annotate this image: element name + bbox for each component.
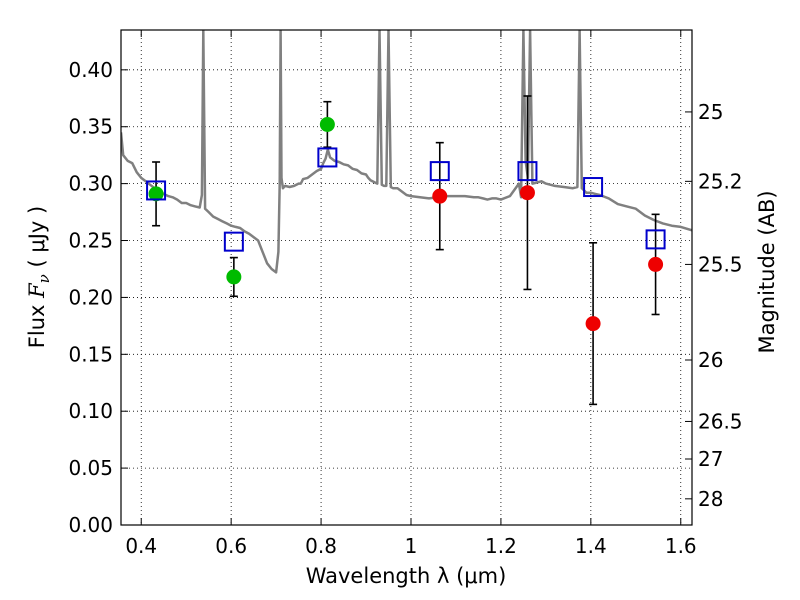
- right-axis-title: Magnitude (AB): [755, 190, 779, 353]
- right-tick-label: 27: [698, 447, 723, 471]
- nir-data-point: [648, 256, 664, 272]
- nir-data-point: [432, 188, 448, 204]
- model-flux-square: [583, 177, 604, 198]
- data-points: [146, 116, 666, 332]
- grid-lines: [121, 30, 692, 525]
- axis-tick-labels: 0.4 0.6 0.8 1 1.2 1.4 1.6 0.00 0.05 0.10 0.15 0.20 0…: [68, 58, 742, 558]
- y-tick-label: 0.25: [68, 229, 113, 253]
- y-axis-title-suffix: ( μJy ): [25, 206, 49, 274]
- y-axis-title-symbol: F: [25, 282, 49, 299]
- right-tick-label: 28: [698, 487, 723, 511]
- nir-data-point: [585, 316, 601, 332]
- right-tick-label: 26.5: [698, 409, 743, 433]
- y-axis-title-subscript: ν: [35, 274, 53, 283]
- y-tick-label: 0.05: [68, 456, 113, 480]
- right-tick-label: 25.5: [698, 252, 743, 276]
- model-flux-square: [517, 161, 538, 182]
- y-tick-label: 0.00: [68, 513, 113, 537]
- y-axis-title-prefix: Flux: [25, 298, 49, 348]
- x-tick-label: 1.4: [575, 534, 607, 558]
- model-spectrum-line: [121, 30, 692, 274]
- x-tick-label: 1: [405, 534, 418, 558]
- axis-ticks: [121, 30, 692, 526]
- x-tick-label: 1.2: [485, 534, 517, 558]
- x-tick-label: 0.6: [215, 534, 247, 558]
- model-flux-square: [645, 229, 666, 250]
- x-tick-label: 0.4: [125, 534, 157, 558]
- y-tick-label: 0.20: [68, 285, 113, 309]
- y-tick-label: 0.40: [68, 58, 113, 82]
- right-tick-label: 26: [698, 348, 723, 372]
- x-tick-label: 0.8: [305, 534, 337, 558]
- right-tick-label: 25.2: [698, 169, 743, 193]
- right-tick-label: 25: [698, 100, 723, 124]
- optical-data-point: [148, 186, 164, 202]
- model-flux-square: [146, 180, 167, 201]
- model-flux-square: [317, 147, 338, 168]
- plot-frame: [120, 29, 693, 526]
- nir-data-point: [519, 185, 535, 201]
- y-tick-label: 0.15: [68, 342, 113, 366]
- model-flux-square: [223, 231, 244, 252]
- model-flux-square: [429, 161, 450, 182]
- y-tick-label: 0.10: [68, 399, 113, 423]
- optical-data-point: [226, 269, 242, 285]
- x-axis-title: Wavelength λ (μm): [306, 564, 507, 588]
- optical-data-point: [319, 116, 335, 132]
- x-tick-label: 1.6: [665, 534, 697, 558]
- plot-area: [121, 30, 692, 525]
- y-axis-title: Flux Fν ( μJy ): [25, 206, 53, 348]
- y-tick-label: 0.35: [68, 115, 113, 139]
- y-tick-label: 0.30: [68, 172, 113, 196]
